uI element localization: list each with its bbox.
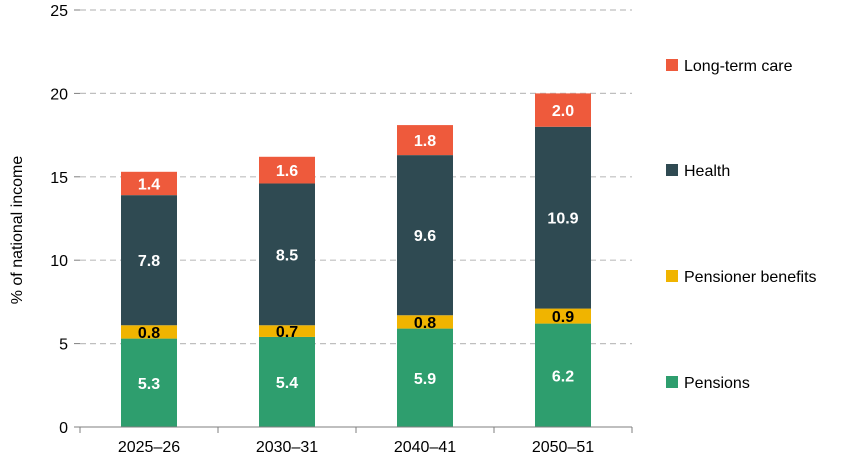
- bar-segment-pensioner-benefits: [259, 325, 315, 337]
- segment-labels: 5.3 0.8 7.8 1.4 5.4 0.7 8.5 1.6 5.9 0.8 9.6 1.8 6.2 0…: [138, 103, 579, 393]
- y-axis-ticks: 0 5 10 15 20 25: [50, 3, 80, 437]
- bars: [121, 93, 591, 427]
- x-tick-label: 2050–51: [532, 439, 594, 456]
- bar-segment-pensions: [259, 336, 315, 427]
- legend: Long-term care Health Pensioner benefits Pe…: [666, 58, 817, 392]
- y-tick-label: 20: [50, 86, 68, 103]
- data-label: 9.6: [414, 228, 436, 245]
- data-label: 5.4: [276, 375, 298, 392]
- bar-segment-pensions: [535, 323, 591, 427]
- legend-swatch: [666, 376, 678, 388]
- bar-segment-pensioner-benefits: [121, 325, 177, 339]
- data-label: 6.2: [552, 368, 574, 385]
- data-label: 0.7: [276, 324, 298, 341]
- y-tick-label: 15: [50, 170, 68, 187]
- data-label: 2.0: [552, 103, 574, 120]
- x-axis-ticks: 2025–26 2030–31 2040–41 2050–51: [79, 427, 633, 456]
- x-tick-label: 2025–26: [118, 439, 180, 456]
- bar-segment-long-term-care: [397, 125, 453, 156]
- y-axis-title: % of national income: [9, 156, 26, 305]
- data-label: 7.8: [138, 253, 160, 270]
- data-label: 0.8: [414, 315, 436, 332]
- legend-label: Health: [684, 163, 730, 180]
- bar-segment-pensions: [121, 338, 177, 427]
- data-label: 8.5: [276, 247, 298, 264]
- legend-swatch: [666, 270, 678, 282]
- bar-segment-health: [535, 126, 591, 309]
- y-tick-label: 0: [59, 420, 68, 437]
- data-label: 1.6: [276, 163, 298, 180]
- legend-label: Long-term care: [684, 58, 793, 75]
- bar-segment-long-term-care: [535, 93, 591, 127]
- y-tick-label: 25: [50, 3, 68, 20]
- bar-segment-pensioner-benefits: [535, 308, 591, 324]
- bar-segment-pensions: [397, 328, 453, 427]
- data-label: 5.9: [414, 371, 436, 388]
- data-label: 1.8: [414, 133, 436, 150]
- bar-segment-long-term-care: [259, 156, 315, 184]
- legend-swatch: [666, 164, 678, 176]
- legend-label: Pensioner benefits: [684, 269, 817, 286]
- bar-segment-pensioner-benefits: [397, 315, 453, 329]
- legend-label: Pensions: [684, 375, 750, 392]
- data-label: 1.4: [138, 176, 160, 193]
- data-label: 0.9: [552, 309, 574, 326]
- data-label: 10.9: [547, 211, 578, 228]
- bar-segment-long-term-care: [121, 171, 177, 196]
- data-label: 0.8: [138, 325, 160, 342]
- legend-swatch: [666, 59, 678, 71]
- bar-segment-health: [121, 195, 177, 326]
- data-label: 5.3: [138, 376, 160, 393]
- y-tick-label: 10: [50, 253, 68, 270]
- bar-segment-health: [397, 155, 453, 316]
- y-tick-label: 5: [59, 337, 68, 354]
- x-tick-label: 2040–41: [394, 439, 456, 456]
- bar-segment-health: [259, 183, 315, 326]
- x-tick-label: 2030–31: [256, 439, 318, 456]
